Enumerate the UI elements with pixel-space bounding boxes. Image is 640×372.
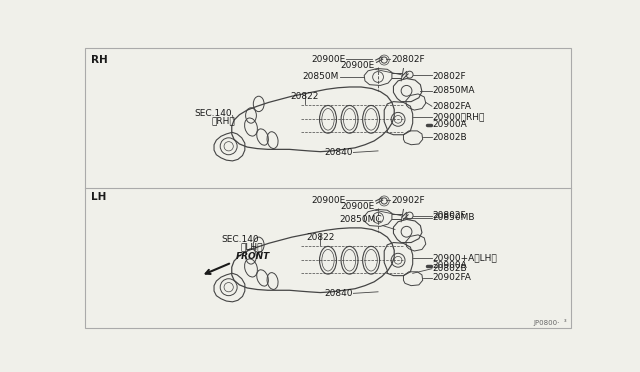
Text: JP0800·  ³: JP0800· ³ <box>533 320 566 327</box>
Text: 20822: 20822 <box>306 233 335 242</box>
Text: 20802FA: 20802FA <box>433 102 472 111</box>
Text: 20802F: 20802F <box>433 211 467 220</box>
Text: 20802B: 20802B <box>433 132 467 141</box>
Text: 20900E: 20900E <box>312 55 346 64</box>
Text: 20900A: 20900A <box>433 261 467 270</box>
Text: RH: RH <box>91 55 108 65</box>
Text: 20900〈RH〉: 20900〈RH〉 <box>433 112 485 122</box>
Text: 20900A: 20900A <box>433 120 467 129</box>
Text: 〈RH〉: 〈RH〉 <box>212 116 236 125</box>
Text: 20900E: 20900E <box>312 196 346 205</box>
Text: LH: LH <box>91 192 106 202</box>
Text: 20900E: 20900E <box>340 202 374 211</box>
Text: 〈LH〉: 〈LH〉 <box>240 242 262 251</box>
Text: 20850M: 20850M <box>303 73 339 81</box>
Text: SEC.140: SEC.140 <box>221 235 259 244</box>
Text: 20850MB: 20850MB <box>433 214 476 222</box>
Text: 20840: 20840 <box>324 148 353 157</box>
Text: 20850MC: 20850MC <box>339 215 382 224</box>
Text: 20900E: 20900E <box>340 61 374 70</box>
Text: 20802B: 20802B <box>433 264 467 273</box>
Text: FRONT: FRONT <box>236 252 270 261</box>
Text: 20802F: 20802F <box>391 55 425 64</box>
Text: 20900+A〈LH〉: 20900+A〈LH〉 <box>433 253 497 262</box>
Text: 20902FA: 20902FA <box>433 273 472 282</box>
Text: SEC.140: SEC.140 <box>194 109 232 118</box>
Text: 20902F: 20902F <box>391 196 425 205</box>
Text: 20840: 20840 <box>324 289 353 298</box>
Text: 20850MA: 20850MA <box>433 86 476 95</box>
Text: 20822: 20822 <box>291 92 319 102</box>
Text: 20802F: 20802F <box>433 73 467 81</box>
